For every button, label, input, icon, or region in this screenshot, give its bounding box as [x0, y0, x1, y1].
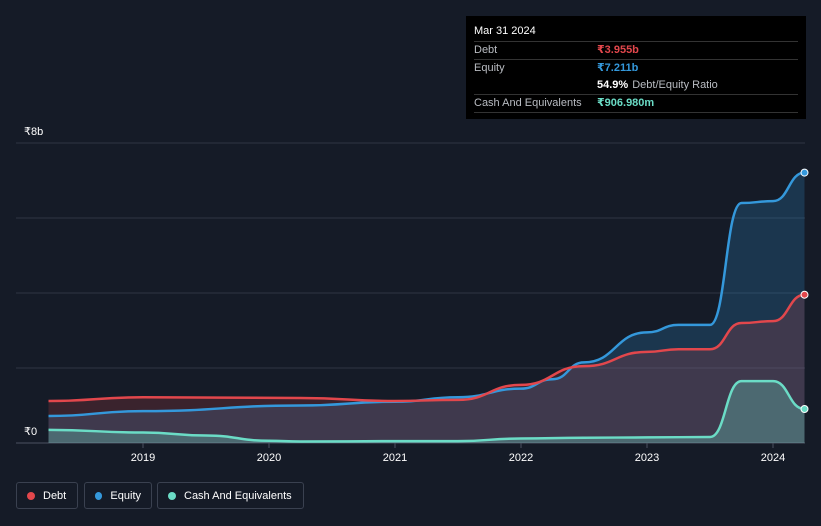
tooltip-equity-value: ₹7.211b [597, 62, 639, 74]
debt-line [48, 293, 805, 403]
legend-debt-label: Debt [43, 489, 67, 502]
legend-item-equity[interactable]: Equity [84, 482, 152, 509]
debt-area [48, 294, 805, 443]
x-tick-label: 2019 [131, 452, 155, 464]
tooltip-debt-row: Debt ₹3.955b [474, 41, 798, 59]
tooltip-equity-label: Equity [474, 62, 505, 74]
tooltip-debt-value: ₹3.955b [597, 44, 639, 56]
legend-equity-label: Equity [110, 489, 141, 502]
x-tick-label: 2022 [509, 452, 533, 464]
legend-item-debt[interactable]: Debt [16, 482, 78, 509]
tooltip-ratio-label: Debt/Equity Ratio [632, 79, 718, 91]
cash-dot-icon [168, 491, 176, 500]
tooltip-divider [474, 112, 798, 113]
series-endpoints [800, 168, 809, 413]
cash-area [48, 381, 805, 443]
cash-line [48, 379, 805, 443]
legend-cash-label: Cash And Equivalents [184, 489, 292, 502]
equity-endpoint [800, 168, 809, 177]
tooltip-ratio-spacer [474, 77, 597, 94]
x-tick-label: 2023 [635, 452, 659, 464]
x-tick-label: 2021 [383, 452, 407, 464]
equity-area [48, 172, 805, 443]
debt-dot-icon [27, 491, 35, 500]
tooltip-cash-value: ₹906.980m [597, 97, 655, 109]
x-axis-ticks: 2019 2020 2021 2022 2023 2024 [131, 443, 785, 464]
equity-dot-icon [95, 491, 103, 500]
series-lines [48, 171, 805, 443]
tooltip-ratio-value: 54.9% [597, 79, 629, 91]
y-axis-label-min: ₹0 [24, 426, 38, 438]
tooltip-debt-label: Debt [474, 44, 498, 56]
x-tick-label: 2024 [761, 452, 785, 464]
y-axis-label-max: ₹8b [24, 126, 44, 138]
debt-endpoint [800, 290, 809, 299]
tooltip-ratio-row: 54.9% Debt/Equity Ratio [474, 77, 798, 94]
tooltip-equity-row: Equity ₹7.211b [474, 59, 798, 77]
series-areas [48, 172, 805, 443]
tooltip-cash-label: Cash And Equivalents [474, 97, 582, 109]
tooltip-date: Mar 31 2024 [474, 25, 536, 37]
tooltip-cash-row: Cash And Equivalents ₹906.980m [474, 94, 798, 112]
cash-endpoint [800, 404, 809, 413]
legend-item-cash[interactable]: Cash And Equivalents [157, 482, 304, 509]
x-tick-label: 2020 [257, 452, 281, 464]
tooltip-panel: Mar 31 2024 Debt ₹3.955b Equity ₹7.211b … [466, 16, 806, 119]
equity-line [48, 171, 805, 418]
grid-lines [16, 142, 805, 444]
